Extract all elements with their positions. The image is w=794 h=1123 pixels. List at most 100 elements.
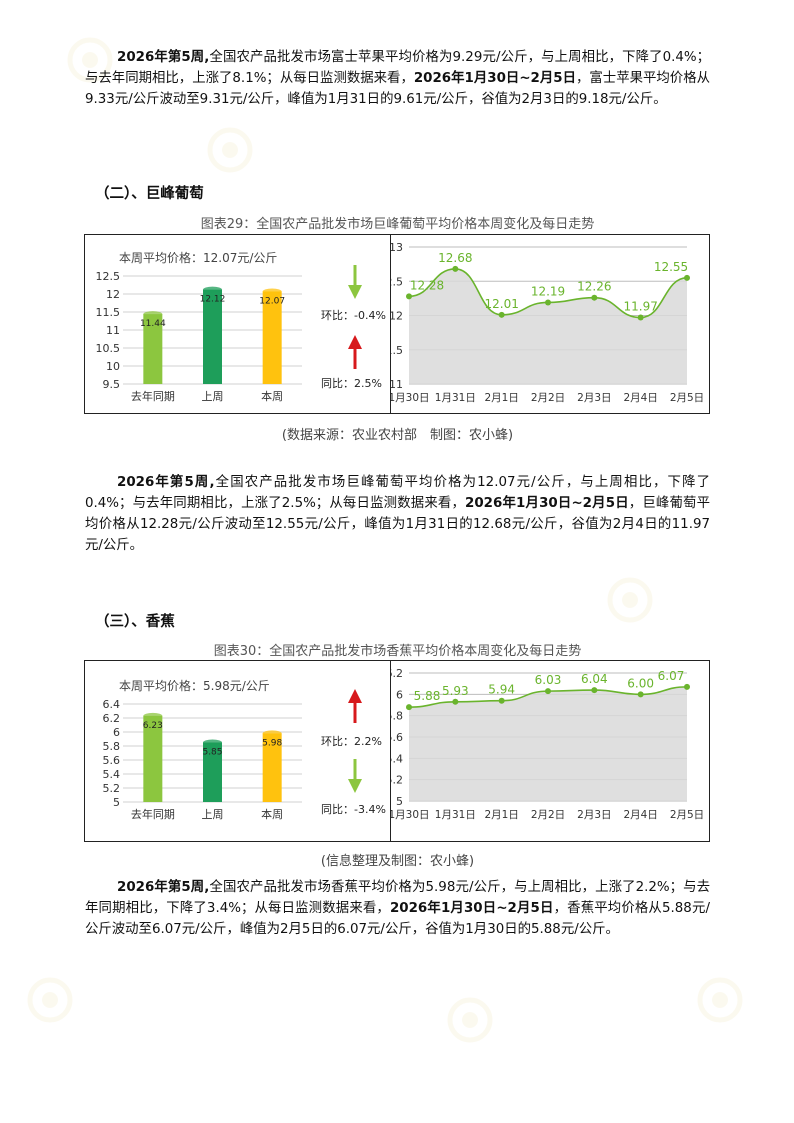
- bar-data-label: 5.98: [262, 738, 282, 748]
- y-tick-label: 6.2: [391, 667, 403, 680]
- area-fill: [409, 686, 687, 801]
- x-tick-label: 1月30日: [391, 809, 430, 821]
- x-tick-label: 2月5日: [670, 392, 704, 404]
- data-point: [498, 311, 505, 318]
- week-label: 2026年第5周,: [117, 880, 210, 895]
- bar: [203, 289, 222, 384]
- watermark-logo: [60, 20, 140, 100]
- x-tick-label: 上周: [202, 808, 224, 821]
- x-tick-label: 1月31日: [435, 809, 476, 821]
- data-point: [498, 697, 505, 704]
- y-tick-label: 5.4: [103, 768, 121, 781]
- y-tick-label: 12.5: [391, 275, 403, 288]
- date-range: 2026年1月30日~2月5日: [413, 71, 576, 86]
- arrow-down-icon: [348, 759, 362, 793]
- data-label: 6.03: [535, 673, 562, 687]
- summary-text: ，香蕉平均价格从5.88元/公斤波动至6.07元/公斤，峰值为2月5日的6.07…: [85, 901, 711, 937]
- data-label: 12.01: [484, 297, 518, 311]
- x-tick-label: 2月2日: [531, 392, 565, 404]
- bar: [262, 733, 282, 802]
- banana-weekly-bar-panel: 本周平均价格：5.98元/公斤 6.4 6.2 6 5.8 5.6 5.4 5.2 5 6.23…: [84, 660, 392, 842]
- bar-cap: [262, 730, 282, 737]
- bar-data-label: 6.23: [143, 721, 163, 731]
- week-label: 2026年第5周,: [117, 50, 210, 65]
- x-tick-label: 去年同期: [131, 389, 175, 403]
- banana-mom-change: 环比：2.2%: [321, 735, 382, 748]
- x-tick-label: 去年同期: [131, 807, 175, 821]
- y-tick-label: 5.2: [391, 774, 403, 787]
- x-tick-label: 上周: [202, 390, 224, 403]
- x-tick-label: 1月30日: [391, 392, 430, 404]
- bar: [143, 715, 163, 802]
- y-tick-label: 6: [396, 688, 403, 701]
- data-label: 6.04: [581, 672, 608, 686]
- summary-text: 全国农产品批发市场巨峰葡萄平均价格为12.07元/公斤，与上周相比，下降了0.4…: [85, 475, 710, 511]
- summary-text: ，富士苹果平均价格从9.33元/公斤波动至9.31元/公斤，峰值为1月31日的9…: [85, 71, 711, 107]
- data-label: 12.28: [410, 278, 444, 292]
- y-tick-label: 12: [391, 310, 403, 323]
- date-range: 2026年1月30日~2月5日: [389, 901, 554, 916]
- bar: [143, 314, 163, 384]
- data-label: 12.19: [531, 284, 565, 298]
- y-tick-label: 10: [106, 360, 120, 373]
- week-label: 2026年第5周,: [117, 475, 215, 490]
- bar-cap: [203, 739, 222, 746]
- area-fill: [409, 268, 687, 384]
- x-tick-label: 2月3日: [577, 392, 611, 404]
- data-point: [452, 698, 459, 705]
- y-tick-label: 11.5: [391, 344, 403, 357]
- grape-data-source: (数据来源：农业农村部 制图：农小蜂): [281, 428, 514, 443]
- y-tick-label: 9.5: [103, 378, 121, 391]
- grape-weekly-bar-chart: 12.5 12 11.5 11 10.5 10 9.5 11.44 去年同期 12.12 上周 12.…: [96, 270, 302, 403]
- data-point: [545, 299, 551, 306]
- y-tick-label: 5.6: [391, 731, 403, 744]
- watermark-logo: [20, 960, 100, 1040]
- x-tick-label: 2月1日: [484, 392, 518, 404]
- x-tick-label: 2月4日: [623, 809, 657, 821]
- data-label: 11.97: [623, 300, 657, 314]
- summary-text: 全国农产品批发市场香蕉平均价格为5.98元/公斤，与上周相比，上涨了2.2%；与…: [85, 880, 710, 916]
- watermark-logo: [690, 960, 770, 1040]
- data-point: [591, 687, 598, 694]
- y-tick-label: 5: [396, 795, 403, 808]
- y-tick-label: 11.5: [96, 306, 121, 319]
- grape-summary-paragraph: 2026年第5周,全国农产品批发市场巨峰葡萄平均价格为12.07元/公斤，与上周…: [85, 472, 710, 556]
- bar-cap: [143, 712, 163, 719]
- bar-data-label: 12.12: [200, 295, 226, 305]
- data-point: [545, 688, 551, 695]
- banana-summary-paragraph: 2026年第5周,全国农产品批发市场香蕉平均价格为5.98元/公斤，与上周相比，…: [85, 877, 710, 940]
- x-tick-label: 2月2日: [531, 809, 565, 821]
- data-label: 12.55: [654, 260, 688, 274]
- data-label: 12.26: [577, 280, 611, 294]
- y-tick-label: 11: [391, 378, 403, 391]
- grape-section-heading: （二）、巨峰葡萄: [95, 186, 204, 202]
- apple-summary-paragraph: 2026年第5周,全国农产品批发市场富士苹果平均价格为9.29元/公斤，与上周相…: [85, 47, 710, 110]
- y-tick-label: 5.6: [103, 754, 121, 767]
- bar: [262, 291, 282, 384]
- x-tick-label: 2月4日: [623, 392, 657, 404]
- data-label: 12.68: [438, 251, 472, 265]
- grape-figure-caption: 图表29：全国农产品批发市场巨峰葡萄平均价格本周变化及每日走势: [200, 217, 595, 232]
- data-label: 5.94: [488, 683, 515, 697]
- y-tick-label: 5.8: [103, 740, 121, 753]
- grape-avg-price-label: 本周平均价格：12.07元/公斤: [119, 251, 278, 265]
- grape-daily-trend-panel: 13 12.5 12 11.5 11 12.28 1月30日 12.68 1月31日 12.01 2…: [379, 234, 710, 414]
- banana-weekly-bar-chart: 6.46.265.85.65.45.25 6.23 去年同期 5.85 上周 5.98 本周: [103, 698, 302, 821]
- watermark-logo: [200, 110, 280, 190]
- data-label: 5.93: [442, 684, 469, 698]
- bar-data-label: 11.44: [140, 319, 166, 329]
- y-tick-label: 13: [391, 241, 403, 254]
- banana-figure-caption: 图表30：全国农产品批发市场香蕉平均价格本周变化及每日走势: [213, 644, 582, 659]
- x-tick-label: 2月5日: [670, 809, 704, 821]
- data-point: [684, 274, 690, 281]
- grape-mom-change: 环比：-0.4%: [321, 309, 386, 322]
- data-point: [591, 294, 598, 301]
- watermark-logo: [440, 980, 520, 1060]
- x-tick-label: 2月3日: [577, 809, 611, 821]
- y-tick-label: 6.4: [103, 698, 121, 711]
- banana-daily-trend-chart: 6.2 6 5.8 5.6 5.4 5.2 5 5.88 1月30日 5.93 1月31日 5.94 2…: [386, 667, 705, 821]
- y-tick-label: 5.8: [391, 710, 403, 723]
- x-tick-label: 本周: [261, 807, 283, 821]
- arrow-up-icon: [348, 335, 362, 369]
- data-label: 6.00: [627, 676, 654, 690]
